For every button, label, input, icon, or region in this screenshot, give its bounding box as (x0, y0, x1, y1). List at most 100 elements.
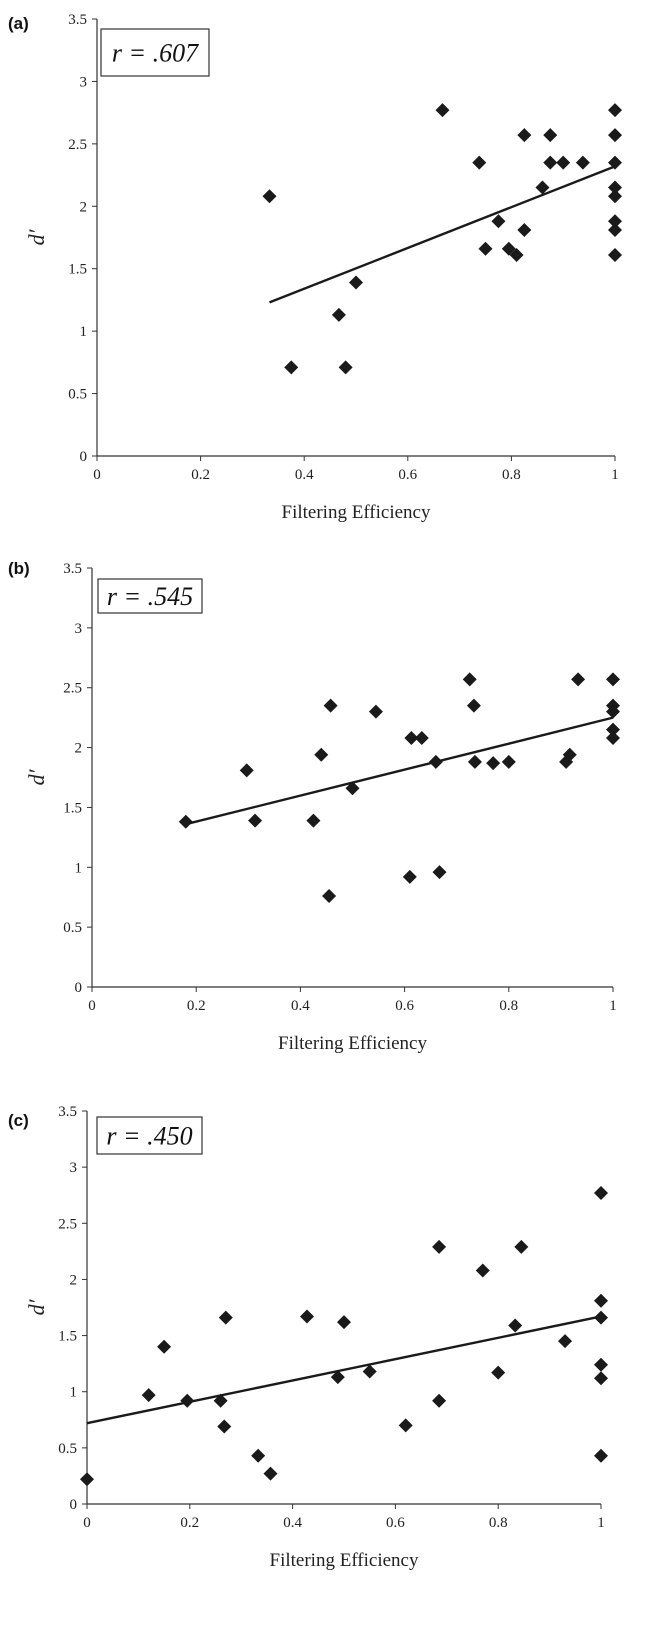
y-tick-label: 2.5 (63, 681, 82, 697)
data-point (606, 722, 620, 737)
data-point (435, 103, 450, 118)
data-point (428, 754, 443, 769)
x-tick-label: 0 (88, 998, 96, 1014)
x-tick-label: 0 (83, 1515, 91, 1531)
x-tick-label: 0.4 (291, 998, 310, 1014)
y-tick-label: 0.5 (68, 387, 87, 403)
x-tick-label: 0.8 (489, 1515, 508, 1531)
y-tick-label: 3.5 (58, 1104, 77, 1120)
data-point (491, 1365, 506, 1380)
r-annotation: r = .450 (106, 1122, 192, 1151)
regression-line (86, 1315, 602, 1425)
data-point (608, 103, 622, 118)
y-axis-label: d′ (24, 768, 49, 785)
data-point (608, 223, 622, 238)
data-point (398, 1418, 413, 1433)
x-tick-label: 0.4 (283, 1515, 302, 1531)
y-tick-label: 2.5 (58, 1216, 77, 1232)
data-point (218, 1310, 233, 1325)
y-tick-label: 0 (70, 1497, 78, 1513)
r-annotation: r = .607 (112, 39, 199, 68)
x-tick-label: 0 (93, 467, 101, 483)
data-point (345, 781, 360, 796)
y-tick-label: 3 (80, 74, 88, 90)
panel-label: (c) (8, 1111, 29, 1130)
data-point (368, 704, 383, 719)
data-point (80, 1472, 94, 1487)
data-point (575, 155, 590, 170)
y-tick-label: 2.5 (68, 137, 87, 153)
data-point (543, 155, 558, 170)
y-tick-label: 0 (75, 980, 83, 996)
panel-a: (a) 0 0.5 1 1.5 2 2.5 3 3.5 0 0.2 0.4 0.6 0.8 1 Filter… (0, 12, 657, 534)
data-point (535, 180, 550, 195)
scatter-chart-a: 0 0.5 1 1.5 2 2.5 3 3.5 0 0.2 0.4 0.6 0.8 1 Filtering … (24, 12, 622, 523)
x-tick-label: 0.6 (398, 467, 417, 483)
data-point (178, 814, 193, 829)
y-tick-label: 0.5 (63, 920, 82, 936)
data-point (514, 1239, 529, 1254)
y-tick-label: 1 (70, 1385, 78, 1401)
data-point (263, 1466, 278, 1481)
x-axis-label: Filtering Efficiency (270, 1550, 419, 1571)
data-point (571, 672, 586, 687)
data-point (478, 241, 493, 256)
data-point (594, 1310, 608, 1325)
data-point (501, 754, 516, 769)
regression-line (269, 165, 616, 304)
data-point (509, 247, 524, 262)
y-tick-label: 3.5 (63, 561, 82, 577)
y-tick-label: 3 (75, 621, 83, 637)
r-annotation-box (100, 28, 210, 77)
data-point (543, 128, 558, 143)
data-point (594, 1185, 608, 1200)
x-tick-label: 0.2 (180, 1515, 199, 1531)
x-tick-label: 0.6 (386, 1515, 405, 1531)
data-point (213, 1393, 228, 1408)
data-point (562, 747, 577, 762)
data-point (248, 813, 263, 828)
x-tick-label: 0.8 (499, 998, 518, 1014)
scatter-chart-c: 0 0.5 1 1.5 2 2.5 3 3.5 0 0.2 0.4 0.6 0.8 1 Filtering … (24, 1104, 608, 1571)
data-point (594, 1448, 608, 1463)
data-point (608, 180, 622, 195)
data-point (517, 223, 532, 238)
data-point (475, 1263, 490, 1278)
data-point (432, 1393, 447, 1408)
data-point (508, 1318, 523, 1333)
y-tick-label: 2 (70, 1272, 78, 1288)
data-point (517, 128, 532, 143)
y-tick-label: 2 (75, 741, 83, 757)
data-point (608, 128, 622, 143)
r-annotation: r = .545 (107, 582, 193, 611)
data-point (606, 704, 620, 719)
data-point (251, 1448, 266, 1463)
data-point (608, 155, 622, 170)
data-point (262, 189, 277, 204)
y-axis-label: d′ (24, 1298, 49, 1315)
x-axis-label: Filtering Efficiency (278, 1033, 427, 1054)
data-point (402, 869, 417, 884)
data-point (404, 730, 419, 745)
data-point (467, 754, 482, 769)
r-annotation-box (96, 1116, 203, 1155)
data-point (362, 1364, 377, 1379)
x-tick-label: 0.8 (502, 467, 521, 483)
data-point (141, 1388, 156, 1403)
data-point (466, 698, 481, 713)
data-point (486, 756, 501, 771)
data-point (556, 155, 571, 170)
data-point (606, 730, 620, 745)
panel-c: (c) 0 0.5 1 1.5 2 2.5 3 3.5 0 0.2 0.4 0.6 0.8 1 Filter… (0, 1104, 657, 1639)
y-tick-label: 0 (80, 449, 88, 465)
data-point (559, 754, 574, 769)
data-point (432, 1239, 447, 1254)
data-point (432, 865, 447, 880)
data-point (608, 214, 622, 229)
x-tick-label: 1 (609, 998, 617, 1014)
regression-line (185, 716, 614, 826)
data-point (608, 189, 622, 204)
x-tick-label: 1 (611, 467, 619, 483)
x-tick-label: 0.2 (191, 467, 210, 483)
data-point (314, 747, 329, 762)
